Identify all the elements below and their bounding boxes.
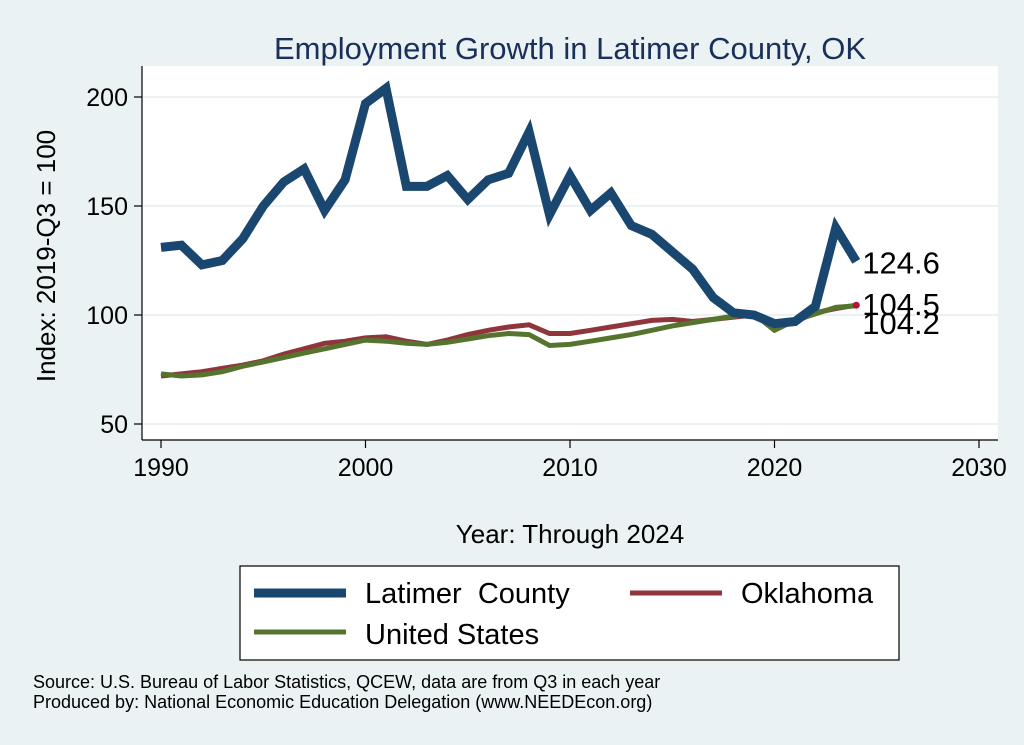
x-tick-label-2030: 2030 [951, 454, 1007, 482]
x-tick-label-2010: 2010 [542, 454, 598, 482]
footer-source: Source: U.S. Bureau of Labor Statistics,… [33, 672, 661, 692]
legend-label-latimer: Latimer County [365, 578, 570, 610]
y-axis-label: Index: 2019-Q3 = 100 [31, 130, 61, 382]
gridlines [143, 96, 998, 425]
x-ticks: 1990 2000 2010 2020 2030 [133, 440, 1007, 482]
footer-produced-by: Produced by: National Economic Education… [33, 692, 653, 712]
end-label-united-states: 104.2 [862, 306, 940, 341]
x-axis-label: Year: Through 2024 [456, 519, 684, 549]
y-tick-label-50: 50 [100, 411, 128, 439]
x-tick-label-2020: 2020 [747, 454, 803, 482]
y-tick-label-100: 100 [86, 302, 128, 330]
y-tick-label-200: 200 [86, 84, 128, 112]
series-line-latimer-county [160, 80, 861, 329]
legend-label-united-states: United States [365, 619, 539, 651]
end-label-oklahoma: 104.5 [862, 287, 940, 322]
y-ticks: 50 100 150 200 [86, 84, 142, 439]
legend-label-oklahoma: Oklahoma [741, 578, 874, 610]
x-tick-label-1990: 1990 [133, 454, 189, 482]
legend: Latimer County Oklahoma United States [239, 565, 900, 661]
end-label-latimer-county: 124.6 [862, 245, 940, 280]
x-tick-label-2000: 2000 [338, 454, 394, 482]
series-lines [160, 80, 861, 379]
chart-title: Employment Growth in Latimer County, OK [274, 31, 866, 66]
endpoint-marker-oklahoma [852, 301, 860, 309]
legend-box [239, 565, 900, 661]
y-tick-label-150: 150 [86, 193, 128, 221]
